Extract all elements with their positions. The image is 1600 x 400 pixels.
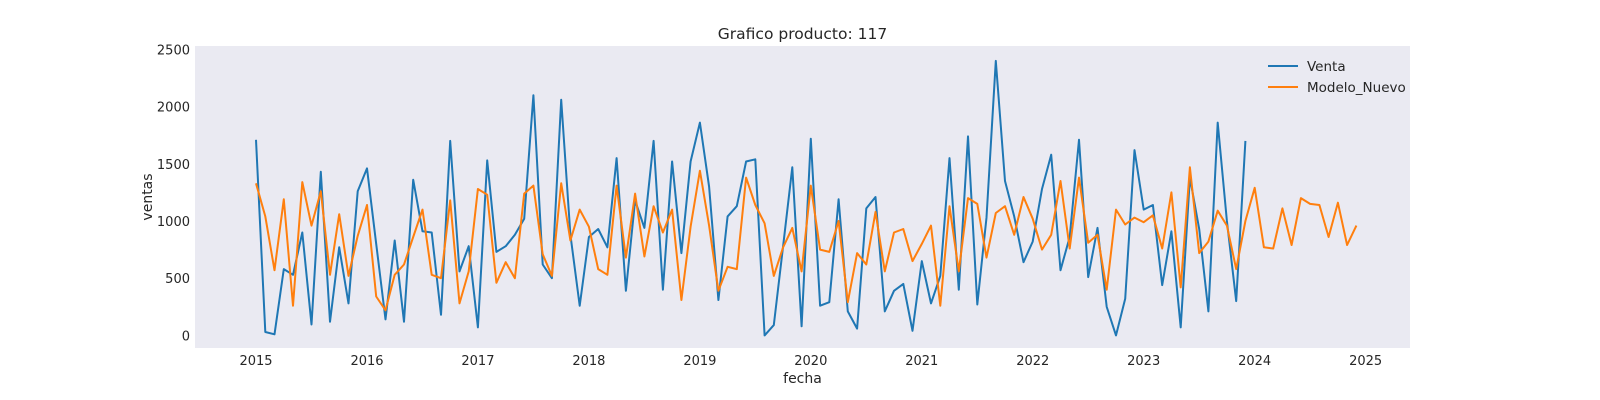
y-axis-label: ventas: [140, 173, 156, 220]
x-tick-label: 2020: [794, 354, 827, 369]
legend-label: Modelo_Nuevo: [1307, 80, 1406, 96]
legend-label: Venta: [1307, 59, 1346, 75]
y-tick-label: 2500: [157, 43, 190, 58]
x-tick-label: 2022: [1016, 354, 1049, 369]
x-tick-label: 2024: [1238, 354, 1271, 369]
x-tick-label: 2017: [461, 354, 494, 369]
x-tick-label: 2025: [1349, 354, 1382, 369]
series-line-venta: [255, 59, 1247, 337]
x-tick-label: 2015: [239, 354, 272, 369]
x-tick-label: 2019: [683, 354, 716, 369]
x-tick-label: 2023: [1127, 354, 1160, 369]
y-tick-label: 1500: [157, 158, 190, 173]
x-tick-label: 2016: [350, 354, 383, 369]
x-tick-label: 2021: [905, 354, 938, 369]
chart-title: Grafico producto: 117: [718, 25, 887, 43]
series-line-modelo-nuevo: [255, 166, 1358, 312]
x-tick-label: 2018: [572, 354, 605, 369]
y-tick-label: 0: [182, 329, 190, 344]
x-axis-label: fecha: [783, 371, 822, 387]
y-tick-label: 1000: [157, 215, 190, 230]
y-axis-ticks: 0 500 1000 1500 2000 2500: [157, 43, 190, 344]
y-tick-label: 500: [165, 272, 190, 287]
x-axis-ticks: 2015 2016 2017 2018 2019 2020 2021 2022 2023 2024…: [239, 354, 1382, 369]
series-lines: [255, 59, 1358, 337]
legend: Venta Modelo_Nuevo: [1268, 59, 1406, 96]
y-tick-label: 2000: [157, 101, 190, 116]
